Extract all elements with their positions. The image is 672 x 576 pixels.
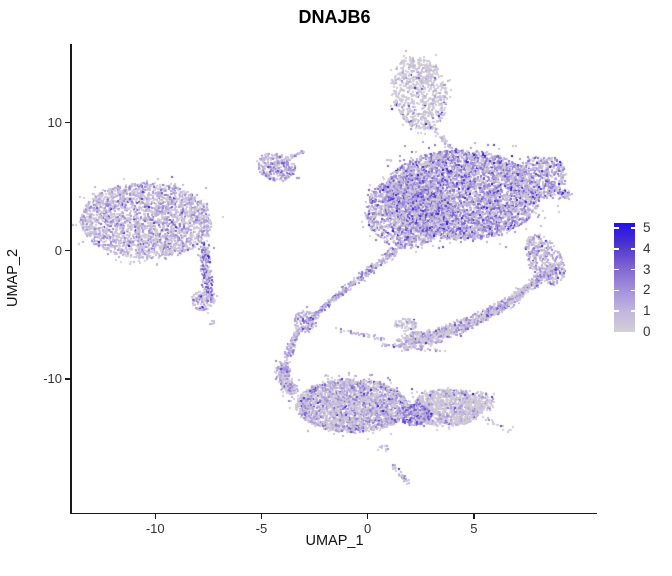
legend-tick-notch [614,310,619,312]
colorbar-gradient [614,223,635,332]
legend-tick-notch [630,289,635,292]
x-tick-mark [366,514,369,519]
x-tick-label: 0 [364,521,372,536]
legend-tick-notch [630,268,635,271]
y-tick-mark [65,121,70,124]
y-tick-label: -10 [43,370,62,386]
x-tick-label: -5 [255,521,268,536]
x-axis-label: UMAP_1 [305,533,364,549]
x-tick-mark [154,514,156,519]
legend-tick-label: 2 [643,282,651,298]
legend-tick-notch [614,227,619,229]
x-tick-label: 5 [470,521,478,536]
y-tick-label: 0 [54,242,62,258]
legend-tick-notch [630,248,635,250]
y-axis-label: UMAP_2 [5,248,21,308]
legend-tick-notch [630,310,635,312]
legend-tick-notch [630,227,635,229]
x-axis-line [70,512,597,514]
colorbar-legend: 5 4 3 2 1 0 [612,218,672,343]
legend-tick-label: 3 [643,261,651,277]
x-tick-mark [260,514,263,519]
y-axis-line [70,44,72,514]
legend-tick-label: 4 [643,240,651,256]
legend-tick-label: 5 [643,220,651,235]
plot-title: DNAJB6 [298,7,371,27]
legend-tick-label: 1 [643,303,651,319]
legend-tick-notch [614,289,619,292]
legend-tick-label: 0 [643,324,651,339]
legend-tick-notch [614,248,619,250]
legend-tick-notch [614,268,619,271]
x-tick-label: -10 [145,521,165,536]
y-tick-label: 10 [47,114,62,130]
x-tick-mark [473,514,475,519]
y-tick-mark [65,249,70,252]
y-tick-mark [65,378,70,380]
